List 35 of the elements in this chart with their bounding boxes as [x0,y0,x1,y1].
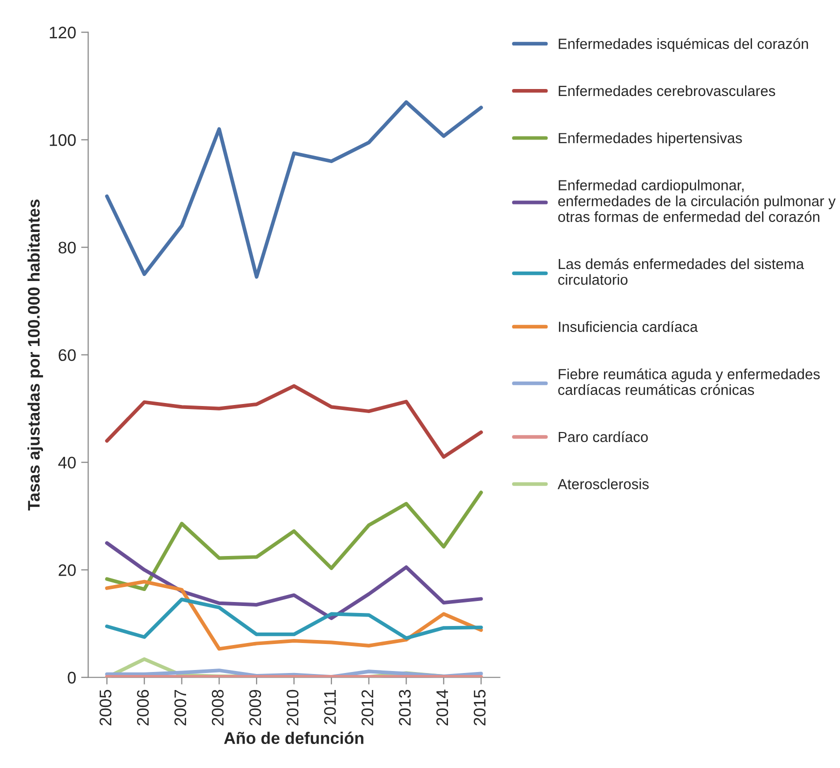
y-tick-label: 40 [58,456,76,469]
x-tick-label: 2010 [286,690,298,726]
x-tick-label: 2012 [362,690,374,726]
legend-label: Enfermedades isquémicas del corazón [558,38,808,52]
y-tick-label: 20 [58,564,76,576]
legend-label: Enfermedad cardiopulmonar, enfermedades de la circulación pulmonar y otras formas de enfermedad del corazón [558,180,836,222]
y-tick-label: 120 [50,26,76,38]
x-tick-label: 2011 [324,690,336,724]
x-tick-label: 2009 [249,690,262,726]
legend-label: Enfermedades cerebrovasculares [558,85,776,96]
legend-label: Aterosclerosis [558,478,649,490]
x-tick-label: 2013 [398,690,411,726]
y-axis-title: Tasas ajustadas por 100.000 habitantes [28,200,44,511]
line-series [105,490,483,592]
x-tick-label: 2014 [436,690,448,726]
x-tick-label: 2007 [174,690,186,726]
line-series [105,541,483,620]
line-series [105,598,483,640]
y-tick-label: 100 [50,134,76,146]
legend-label: Paro cardíaco [558,431,648,442]
y-tick-label: 60 [58,349,76,362]
x-tick-label: 2008 [212,690,224,726]
line-series [105,384,483,459]
line-series [105,580,483,651]
x-tick-label: 2005 [100,690,112,726]
x-tick-label: 2015 [474,690,486,726]
legend-label: Enfermedades hipertensivas [558,132,742,146]
x-axis-title: Año de defunción [224,732,364,744]
y-tick-label: 0 [68,672,76,684]
legend-label: Fiebre reumática aguda y enfermedades cardíacas reumáticas crónicas [558,368,820,395]
line-series [105,100,483,279]
legend-label: Insuficiencia cardíaca [558,321,698,332]
y-tick-label: 80 [58,242,76,254]
legend-label: Las demás enfermedades del sistema circulatorio [558,258,804,285]
x-tick-label: 2006 [137,690,149,726]
